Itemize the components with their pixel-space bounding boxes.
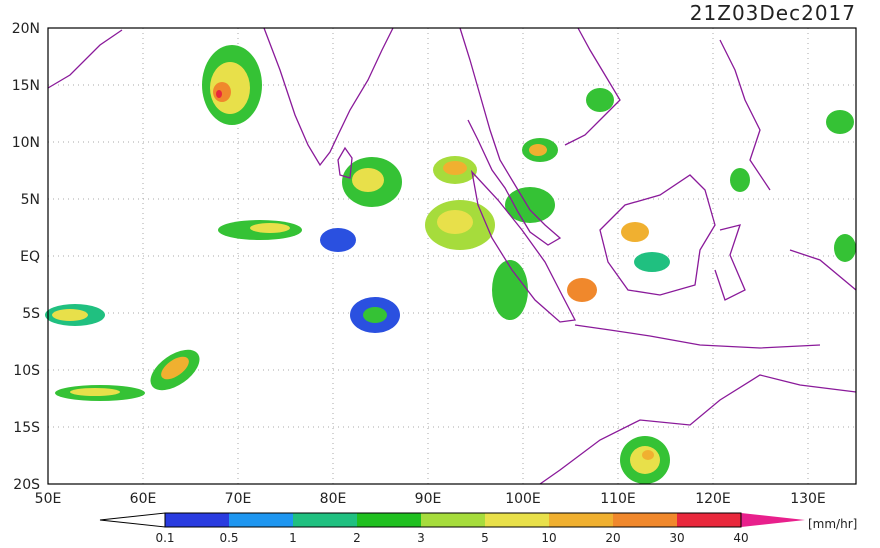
lon-label: 50E (35, 491, 62, 507)
lon-label: 80E (320, 491, 347, 507)
colorbar-swatch (293, 513, 357, 527)
colorbar-swatch (549, 513, 613, 527)
coast-sulawesi (714, 224, 746, 301)
colorbar-labels: 0.1 0.5 1 2 3 5 10 20 30 40 (155, 531, 748, 545)
colorbar-high (741, 513, 805, 527)
lat-label: 10S (13, 363, 40, 379)
lat-label: 20S (13, 477, 40, 493)
grid (48, 28, 856, 484)
rain-eq-band (218, 88, 856, 333)
lon-label: 130E (790, 491, 826, 507)
coast-new-guinea (789, 249, 857, 291)
coastlines (47, 27, 857, 485)
rain-cyclone-arabian (202, 45, 262, 125)
coast-india (263, 27, 394, 167)
lon-label: 90E (415, 491, 442, 507)
lon-label: 120E (695, 491, 731, 507)
lat-label: 10N (12, 135, 40, 151)
colorbar-label: 5 (481, 531, 489, 544)
coast-java (574, 324, 821, 349)
coast-sumatra (470, 169, 577, 323)
lat-label: 5N (21, 192, 40, 208)
colorbar-label: 40 (733, 531, 748, 544)
colorbar-swatch (357, 513, 421, 527)
rain-australia-nw (620, 436, 670, 484)
coast-australia (539, 374, 857, 485)
colorbar-swatch (229, 513, 293, 527)
colorbar-label: 3 (417, 531, 425, 544)
colorbar-label: 2 (353, 531, 361, 544)
colorbar-swatch (165, 513, 229, 527)
coast-africa-arabia (47, 29, 123, 89)
lat-label: EQ (20, 249, 40, 265)
colorbar-swatch (485, 513, 549, 527)
lat-label: 15S (13, 420, 40, 436)
lat-label: 20N (12, 21, 40, 37)
lon-label: 60E (130, 491, 157, 507)
colorbar-swatch (421, 513, 485, 527)
coast-sri-lanka (337, 146, 353, 179)
lat-label: 15N (12, 78, 40, 94)
colorbar-label: 0.1 (155, 531, 174, 544)
colorbar-unit: [mm/hr] (808, 517, 857, 531)
rain-band-south (45, 304, 200, 401)
colorbar-label: 1 (289, 531, 297, 544)
colorbar-label: 10 (541, 531, 556, 544)
lat-labels: 20N 15N 10N 5N EQ 5S 10S 15S 20S (12, 21, 40, 493)
coast-southeast-asia (459, 27, 562, 246)
coast-indochina (564, 27, 621, 146)
coast-philippines (719, 39, 771, 191)
colorbar-label: 0.5 (219, 531, 238, 544)
colorbar: 0.1 0.5 1 2 3 5 10 20 30 40 [mm/hr] (99, 512, 857, 545)
colorbar-label: 30 (669, 531, 684, 544)
colorbar-swatch (613, 513, 677, 527)
map-title: 21Z03Dec2017 (690, 1, 856, 25)
map-frame (47, 27, 857, 485)
colorbar-swatch (677, 513, 741, 527)
lon-labels: 50E 60E 70E 80E 90E 100E 110E 120E 130E (35, 491, 826, 507)
colorbar-frame (164, 512, 742, 528)
colorbar-label: 20 (605, 531, 620, 544)
lon-label: 70E (225, 491, 252, 507)
colorbar-low (99, 512, 166, 528)
rain-areas (45, 45, 856, 484)
lat-label: 5S (22, 306, 40, 322)
coast-borneo (599, 174, 716, 296)
lon-label: 110E (600, 491, 636, 507)
lon-label: 100E (505, 491, 541, 507)
